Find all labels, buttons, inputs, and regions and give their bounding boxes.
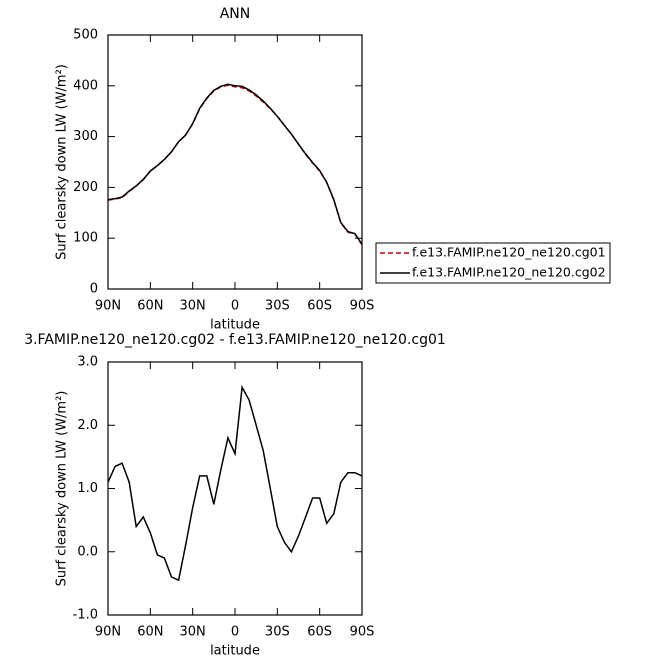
- legend-label: f.e13.FAMIP.ne120_ne120.cg01: [412, 245, 606, 260]
- x-tick-label: 60N: [137, 625, 163, 640]
- x-tick-label: 30S: [265, 299, 290, 314]
- x-axis-label: latitude: [210, 318, 260, 333]
- y-tick-label: -1.0: [73, 608, 98, 623]
- data-line: [107, 384, 363, 582]
- y-tick-label: 100: [73, 231, 98, 246]
- x-tick-label: 60S: [307, 625, 332, 640]
- y-axis-label: Surf clearsky down LW (W/m²): [55, 391, 70, 587]
- x-tick-label: 0: [231, 625, 239, 640]
- x-tick-label: 30N: [180, 625, 206, 640]
- x-tick-label: 90S: [350, 299, 375, 314]
- y-tick-label: 0: [90, 282, 98, 297]
- y-tick-label: 3.0: [77, 355, 98, 370]
- y-tick-label: 500: [73, 28, 98, 43]
- chart-title: ANN: [220, 6, 251, 22]
- y-tick-label: 0.0: [77, 544, 98, 559]
- legend-box: [375, 242, 611, 284]
- y-tick-label: 1.0: [77, 481, 98, 496]
- data-line: [107, 83, 363, 245]
- plot-frame: [107, 361, 363, 616]
- x-tick-label: 60N: [137, 299, 163, 314]
- y-axis-label: Surf clearsky down LW (W/m²): [55, 64, 70, 260]
- x-tick-label: 0: [231, 299, 239, 314]
- chart-title: 3.FAMIP.ne120_ne120.cg02 - f.e13.FAMIP.n…: [24, 332, 446, 348]
- data-line: [107, 84, 363, 246]
- plot-frame: [107, 34, 363, 290]
- x-axis-label: latitude: [210, 644, 260, 659]
- y-tick-label: 200: [73, 180, 98, 195]
- y-tick-label: 300: [73, 129, 98, 144]
- x-tick-label: 90N: [95, 299, 121, 314]
- y-tick-label: 400: [73, 78, 98, 93]
- x-tick-label: 30S: [265, 625, 290, 640]
- x-tick-label: 90S: [350, 625, 375, 640]
- x-tick-label: 90N: [95, 625, 121, 640]
- x-tick-label: 30N: [180, 299, 206, 314]
- x-tick-label: 60S: [307, 299, 332, 314]
- y-tick-label: 2.0: [77, 418, 98, 433]
- legend-label: f.e13.FAMIP.ne120_ne120.cg02: [412, 265, 606, 280]
